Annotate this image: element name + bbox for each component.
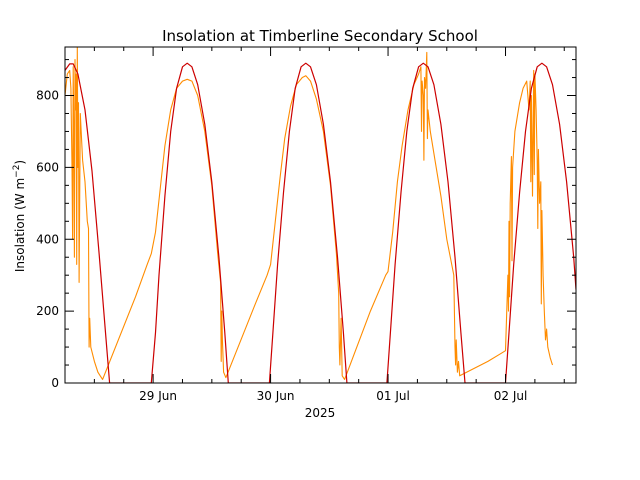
plot-frame — [64, 46, 577, 384]
chart-title: Insolation at Timberline Secondary Schoo… — [162, 27, 478, 45]
series-measured — [65, 47, 554, 380]
x-tick-label: 29 Jun — [139, 389, 177, 403]
y-tick-label: 600 — [36, 160, 59, 174]
x-tick-label: 30 Jun — [257, 389, 295, 403]
ticks-layer: 0 200 400 600 800 29 Jun 30 Jun 01 Jul 02 Jul — [36, 47, 576, 403]
y-axis-label-main: Insolation (W m — [13, 178, 27, 272]
series-layer — [65, 47, 576, 383]
y-axis-label-suffix: ) — [13, 160, 27, 165]
y-axis-label-exponent: −2 — [12, 165, 22, 178]
x-tick-label: 01 Jul — [376, 389, 410, 403]
x-axis-label: 2025 — [305, 406, 336, 420]
y-tick-label: 200 — [36, 304, 59, 318]
y-tick-label: 0 — [51, 376, 59, 390]
y-tick-label: 400 — [36, 232, 59, 246]
x-tick-label: 02 Jul — [494, 389, 528, 403]
y-tick-label: 800 — [36, 89, 59, 103]
y-axis-label: Insolation (W m−2) — [12, 160, 27, 272]
series-clear-sky — [65, 62, 576, 383]
